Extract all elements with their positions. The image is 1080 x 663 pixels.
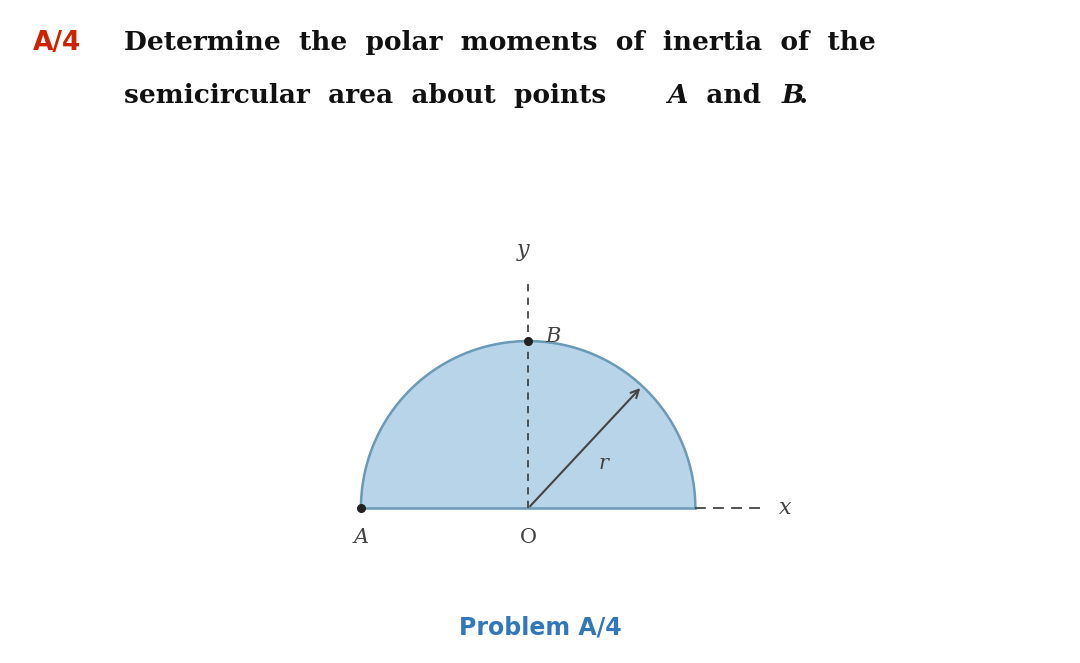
- Text: y: y: [517, 239, 529, 261]
- Text: .: .: [799, 83, 808, 108]
- Text: x: x: [779, 497, 792, 519]
- Text: A: A: [353, 528, 368, 548]
- Text: semicircular  area  about  points: semicircular area about points: [124, 83, 624, 108]
- Text: Determine  the  polar  moments  of  inertia  of  the: Determine the polar moments of inertia o…: [124, 30, 876, 55]
- Text: r: r: [598, 454, 608, 473]
- Text: A: A: [667, 83, 688, 108]
- Text: O: O: [519, 528, 537, 548]
- Text: B: B: [782, 83, 805, 108]
- Text: A/4: A/4: [32, 30, 81, 56]
- Text: B: B: [545, 327, 561, 345]
- Polygon shape: [361, 341, 696, 509]
- Text: and: and: [688, 83, 779, 108]
- Text: Problem A/4: Problem A/4: [459, 616, 621, 640]
